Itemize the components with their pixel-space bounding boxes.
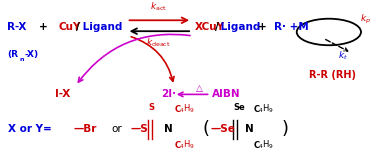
Text: X or Y=: X or Y= <box>8 124 51 134</box>
Text: /: / <box>76 22 80 32</box>
Text: △: △ <box>196 84 203 93</box>
Text: (: ( <box>202 120 209 139</box>
Text: R· +M: R· +M <box>274 22 309 32</box>
Text: CuY: CuY <box>59 22 81 32</box>
Text: N: N <box>245 124 254 134</box>
Text: $_4$H$_9$: $_4$H$_9$ <box>258 103 274 115</box>
Text: C: C <box>175 105 181 114</box>
Text: $k_{\mathrm{act}}$: $k_{\mathrm{act}}$ <box>150 1 167 13</box>
FancyArrowPatch shape <box>131 37 174 81</box>
Text: Ligand: Ligand <box>217 22 260 32</box>
Text: —Br: —Br <box>74 124 97 134</box>
Text: Se: Se <box>233 103 245 112</box>
Text: AIBN: AIBN <box>212 89 241 99</box>
Text: N: N <box>164 124 173 134</box>
Text: $k_{t}$: $k_{t}$ <box>338 49 348 62</box>
FancyArrowPatch shape <box>78 34 190 82</box>
Text: R-R (RH): R-R (RH) <box>309 70 356 80</box>
Text: -X): -X) <box>25 50 39 59</box>
Text: XCuY: XCuY <box>195 22 225 32</box>
Text: $k_{\mathrm{deact}}$: $k_{\mathrm{deact}}$ <box>146 37 171 49</box>
Text: $_4$H$_9$: $_4$H$_9$ <box>179 103 195 115</box>
Text: 2I·: 2I· <box>161 89 176 99</box>
Text: C: C <box>175 141 181 150</box>
Text: I-X: I-X <box>55 89 70 99</box>
Text: Ligand: Ligand <box>79 22 122 32</box>
Text: /: / <box>215 22 218 32</box>
Text: n: n <box>20 57 24 62</box>
Text: $k_{p}$: $k_{p}$ <box>360 13 371 26</box>
Text: $_4$H$_9$: $_4$H$_9$ <box>179 139 195 151</box>
Text: $_4$H$_9$: $_4$H$_9$ <box>258 139 274 151</box>
Text: +: + <box>39 22 48 32</box>
Text: ): ) <box>282 120 289 139</box>
Text: C: C <box>254 141 260 150</box>
Text: C: C <box>254 105 260 114</box>
Text: —Se: —Se <box>211 124 236 134</box>
Text: R-X: R-X <box>7 22 26 32</box>
Text: +: + <box>258 22 267 32</box>
Text: or: or <box>112 124 122 134</box>
Text: —S: —S <box>130 124 148 134</box>
Text: (R: (R <box>7 50 18 59</box>
Text: S: S <box>149 103 155 112</box>
